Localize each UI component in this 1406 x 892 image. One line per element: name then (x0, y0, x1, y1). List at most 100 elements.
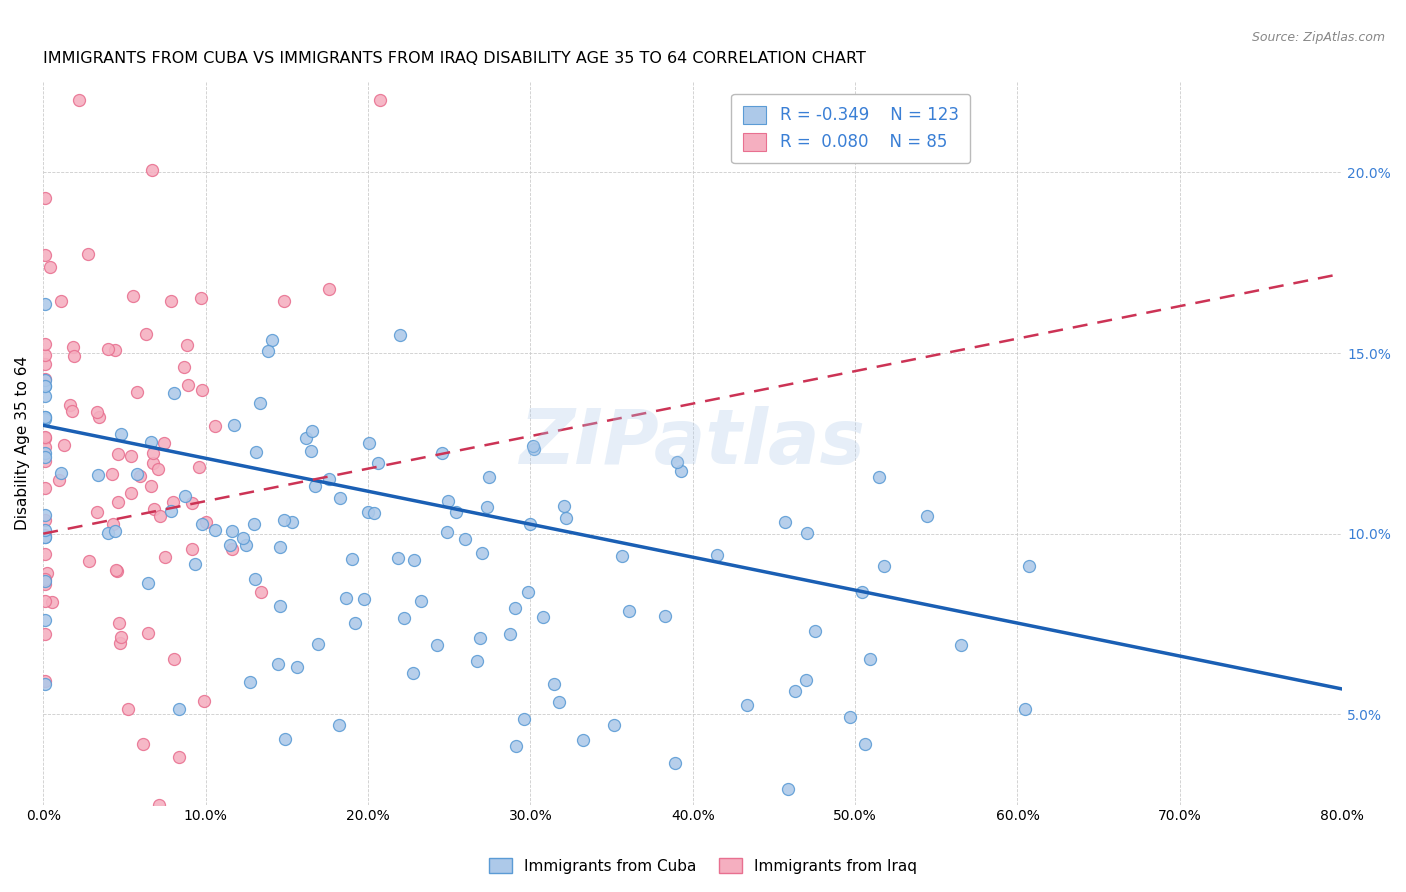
Point (475, 500, 498, 514)
Point (357, 505, 380, 519)
Point (79, 554, 101, 568)
Point (318, 281, 340, 295)
Point (1018, 559, 1040, 574)
Point (104, 343, 127, 357)
Point (176, 338, 198, 352)
Point (34, 530, 56, 544)
Point (34, 627, 56, 641)
Point (105, 564, 128, 578)
Point (34, 389, 56, 403)
Point (517, 585, 540, 599)
Point (548, 695, 571, 709)
Point (117, 702, 139, 716)
Point (392, 611, 415, 625)
Point (34, 297, 56, 311)
Point (328, 718, 350, 732)
Point (859, 651, 882, 665)
Point (110, 427, 132, 442)
Point (426, 639, 449, 653)
Point (307, 637, 329, 651)
Point (53, 438, 76, 452)
Point (162, 495, 184, 509)
Point (48, 473, 70, 487)
Point (853, 737, 876, 751)
Point (794, 673, 817, 687)
Point (176, 377, 198, 392)
Point (34, 572, 56, 586)
Point (190, 383, 212, 397)
Point (430, 446, 453, 460)
Point (167, 702, 190, 716)
Point (34, 613, 56, 627)
Point (163, 652, 186, 666)
Point (299, 444, 322, 458)
Point (34, 432, 56, 446)
Point (149, 508, 172, 523)
Point (553, 499, 575, 513)
Point (190, 517, 212, 532)
Point (163, 386, 186, 401)
Point (34, 530, 56, 544)
Point (533, 609, 555, 624)
Point (107, 447, 129, 461)
Point (221, 524, 243, 538)
Point (273, 513, 295, 527)
Point (873, 558, 896, 573)
Point (34, 378, 56, 392)
Point (238, 674, 260, 689)
Point (181, 541, 204, 556)
Point (34, 410, 56, 425)
Point (266, 657, 288, 671)
Point (160, 504, 183, 518)
Point (232, 531, 254, 545)
Point (193, 694, 215, 708)
Point (87, 409, 110, 424)
Point (86, 505, 108, 519)
Point (260, 333, 283, 347)
Point (136, 576, 159, 591)
Point (34, 508, 56, 522)
Point (173, 359, 195, 374)
Text: IMMIGRANTS FROM CUBA VS IMMIGRANTS FROM IRAQ DISABILITY AGE 35 TO 64 CORRELATION: IMMIGRANTS FROM CUBA VS IMMIGRANTS FROM … (44, 51, 866, 66)
Point (602, 718, 624, 732)
Point (34, 446, 56, 460)
Point (86, 405, 108, 419)
Point (195, 515, 218, 529)
Point (444, 505, 467, 519)
Point (329, 491, 352, 506)
Point (388, 328, 411, 343)
Point (49, 467, 72, 481)
Point (188, 459, 211, 474)
Point (204, 524, 226, 538)
Point (335, 591, 357, 606)
Point (105, 563, 128, 577)
Point (34, 574, 56, 589)
Point (868, 470, 890, 484)
Text: ZIPatlas: ZIPatlas (520, 407, 866, 481)
Point (34, 409, 56, 424)
Point (167, 750, 190, 764)
Point (101, 467, 124, 481)
Point (34, 577, 56, 591)
Point (104, 524, 127, 539)
Point (505, 739, 527, 753)
Point (454, 532, 477, 546)
Point (503, 601, 526, 615)
Point (184, 557, 207, 571)
Point (915, 509, 938, 524)
Point (141, 163, 163, 178)
Point (129, 469, 152, 483)
Point (304, 479, 326, 493)
Point (368, 93, 391, 107)
Point (160, 293, 183, 308)
Point (204, 418, 226, 433)
Point (174, 489, 197, 503)
Point (437, 494, 460, 508)
Point (34, 412, 56, 426)
Point (34, 677, 56, 691)
Point (107, 616, 129, 631)
Point (34, 372, 56, 386)
Point (367, 456, 389, 470)
Point (785, 683, 807, 698)
Point (110, 636, 132, 650)
